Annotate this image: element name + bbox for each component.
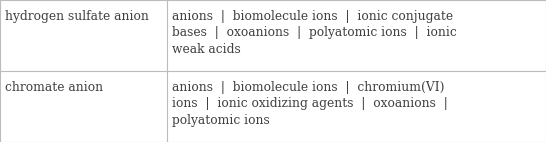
- Text: hydrogen sulfate anion: hydrogen sulfate anion: [5, 10, 150, 23]
- Text: anions  |  biomolecule ions  |  chromium(VI)
ions  |  ionic oxidizing agents  | : anions | biomolecule ions | chromium(VI)…: [172, 81, 448, 127]
- Text: anions  |  biomolecule ions  |  ionic conjugate
bases  |  oxoanions  |  polyatom: anions | biomolecule ions | ionic conjug…: [172, 10, 457, 56]
- Text: chromate anion: chromate anion: [5, 81, 104, 94]
